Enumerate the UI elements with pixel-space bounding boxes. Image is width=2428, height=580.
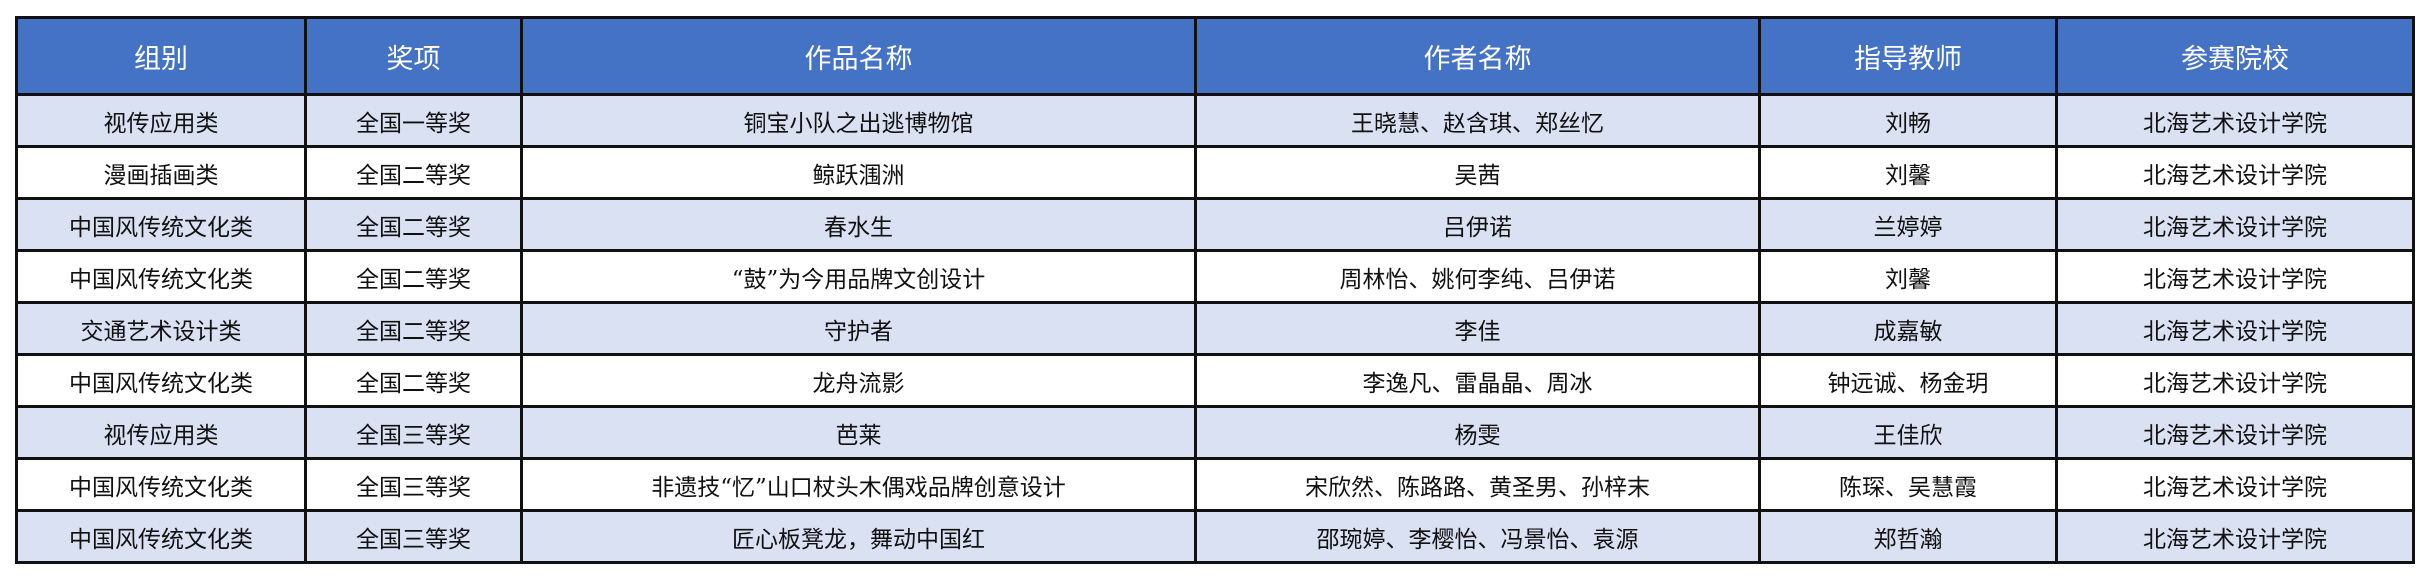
table-row: 中国风传统文化类 全国三等奖 非遗技“忆”山口杖头木偶戏品牌创意设计 宋欣然、陈路路、…	[15, 457, 2415, 512]
cell-advisor: 刘畅	[1758, 93, 2058, 148]
cell-work-title: 匠心板凳龙，舞动中国红	[520, 509, 1197, 564]
cell-advisor: 兰婷婷	[1758, 197, 2058, 252]
table-row: 中国风传统文化类 全国二等奖 “鼓”为今用品牌文创设计 周林怡、姚何李纯、吕伊诺 刘馨北…	[15, 249, 2415, 304]
column-header-work-title: 作品名称	[520, 16, 1197, 96]
cell-authors: 李逸凡、雷晶晶、周冰	[1194, 353, 1761, 408]
column-header-school: 参赛院校	[2055, 16, 2415, 96]
cell-work-title: 龙舟流影	[520, 353, 1197, 408]
cell-authors: 李佳	[1194, 301, 1761, 356]
cell-advisor: 刘馨	[1758, 145, 2058, 200]
cell-group: 中国风传统文化类	[15, 457, 307, 512]
cell-award: 全国三等奖	[304, 405, 523, 460]
cell-award: 全国三等奖	[304, 509, 523, 564]
table-row: 视传应用类 全国三等奖 芭莱 杨雯 王佳欣 北海艺术设计学院	[15, 405, 2415, 460]
cell-group: 中国风传统文化类	[15, 197, 307, 252]
awards-table: 组别 奖项 作品名称 作者名称 指导教师 参赛院校 视传应用类 全国一等奖 铜宝小队之出逃博物…	[15, 16, 2415, 564]
cell-authors: 杨雯	[1194, 405, 1761, 460]
cell-award: 全国二等奖	[304, 145, 523, 200]
cell-school: 北海艺术设计学院	[2055, 145, 2415, 200]
table-row: 漫画插画类 全国二等奖 鲸跃涠洲 吴茜 刘馨 北海艺术设计学院	[15, 145, 2415, 200]
cell-advisor: 郑哲瀚	[1758, 509, 2058, 564]
cell-group: 视传应用类	[15, 93, 307, 148]
cell-authors: 吴茜	[1194, 145, 1761, 200]
cell-advisor: 钟远诚、杨金玥	[1758, 353, 2058, 408]
cell-group: 中国风传统文化类	[15, 509, 307, 564]
cell-group: 中国风传统文化类	[15, 249, 307, 304]
cell-authors: 王晓慧、赵含琪、郑丝忆	[1194, 93, 1761, 148]
table-row: 交通艺术设计类 全国二等奖 守护者 李佳 成嘉敏 北海艺术设计学院	[15, 301, 2415, 356]
cell-award: 全国一等奖	[304, 93, 523, 148]
cell-school: 北海艺术设计学院	[2055, 249, 2415, 304]
cell-school: 北海艺术设计学院	[2055, 405, 2415, 460]
table-row: 视传应用类 全国一等奖 铜宝小队之出逃博物馆 王晓慧、赵含琪、郑丝忆 刘畅 北海艺术设计学…	[15, 93, 2415, 148]
cell-school: 北海艺术设计学院	[2055, 509, 2415, 564]
cell-work-title: 春水生	[520, 197, 1197, 252]
cell-award: 全国二等奖	[304, 353, 523, 408]
cell-authors: 吕伊诺	[1194, 197, 1761, 252]
cell-advisor: 成嘉敏	[1758, 301, 2058, 356]
column-header-authors: 作者名称	[1194, 16, 1761, 96]
cell-work-title: 守护者	[520, 301, 1197, 356]
cell-advisor: 王佳欣	[1758, 405, 2058, 460]
cell-authors: 周林怡、姚何李纯、吕伊诺	[1194, 249, 1761, 304]
cell-work-title: 鲸跃涠洲	[520, 145, 1197, 200]
cell-work-title: “鼓”为今用品牌文创设计	[520, 249, 1197, 304]
cell-group: 中国风传统文化类	[15, 353, 307, 408]
cell-award: 全国二等奖	[304, 249, 523, 304]
cell-school: 北海艺术设计学院	[2055, 457, 2415, 512]
table-row: 中国风传统文化类 全国二等奖 龙舟流影 李逸凡、雷晶晶、周冰 钟远诚、杨金玥 北海艺术设计…	[15, 353, 2415, 408]
column-header-group: 组别	[15, 16, 307, 96]
cell-school: 北海艺术设计学院	[2055, 197, 2415, 252]
cell-group: 视传应用类	[15, 405, 307, 460]
table-row: 中国风传统文化类 全国二等奖 春水生 吕伊诺 兰婷婷 北海艺术设计学院	[15, 197, 2415, 252]
cell-authors: 宋欣然、陈路路、黄圣男、孙梓末	[1194, 457, 1761, 512]
cell-school: 北海艺术设计学院	[2055, 93, 2415, 148]
cell-award: 全国二等奖	[304, 197, 523, 252]
cell-school: 北海艺术设计学院	[2055, 353, 2415, 408]
cell-work-title: 铜宝小队之出逃博物馆	[520, 93, 1197, 148]
cell-advisor: 刘馨	[1758, 249, 2058, 304]
cell-group: 漫画插画类	[15, 145, 307, 200]
cell-authors: 邵琬婷、李樱怡、冯景怡、袁源	[1194, 509, 1761, 564]
cell-award: 全国三等奖	[304, 457, 523, 512]
cell-award: 全国二等奖	[304, 301, 523, 356]
header-row: 组别 奖项 作品名称 作者名称 指导教师 参赛院校	[15, 16, 2415, 96]
cell-work-title: 芭莱	[520, 405, 1197, 460]
cell-work-title: 非遗技“忆”山口杖头木偶戏品牌创意设计	[520, 457, 1197, 512]
column-header-award: 奖项	[304, 16, 523, 96]
cell-school: 北海艺术设计学院	[2055, 301, 2415, 356]
column-header-advisor: 指导教师	[1758, 16, 2058, 96]
cell-group: 交通艺术设计类	[15, 301, 307, 356]
table-row: 中国风传统文化类 全国三等奖 匠心板凳龙，舞动中国红 邵琬婷、李樱怡、冯景怡、袁源 郑哲…	[15, 509, 2415, 564]
cell-advisor: 陈琛、吴慧霞	[1758, 457, 2058, 512]
